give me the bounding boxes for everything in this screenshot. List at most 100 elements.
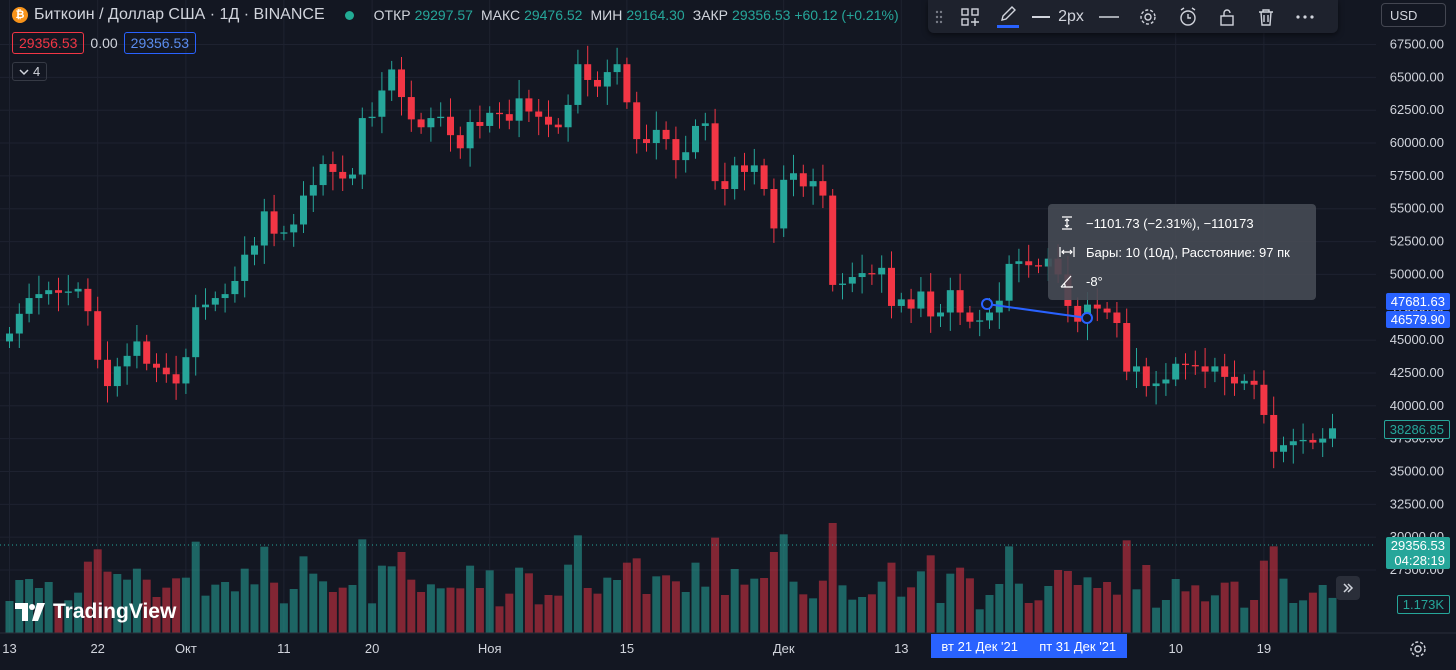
scroll-to-realtime-button[interactable] [1336, 576, 1360, 600]
candle-body [1015, 261, 1023, 264]
candle-body [407, 97, 415, 120]
volume-bar [1279, 578, 1288, 633]
line-width-button[interactable]: 2px [1026, 0, 1090, 33]
end-price-label: 46579.90 [1385, 311, 1450, 328]
trend-line-start-handle[interactable] [981, 298, 993, 310]
candle-body [123, 355, 131, 367]
candle-body [162, 367, 170, 375]
price-tick-label: 55000.00 [1390, 201, 1444, 216]
sell-price-box[interactable]: 29356.53 [12, 32, 85, 54]
price-tick-label: 35000.00 [1390, 463, 1444, 478]
add-alert-icon[interactable] [1168, 0, 1208, 33]
symbol-title[interactable]: Биткоин / Доллар США · 1Д · BINANCE [34, 6, 325, 23]
ohlc-values: ОТКР 29297.57 МАКС 29476.52 МИН 29164.30 ЗАКР 2… [374, 7, 903, 23]
pencil-icon [1001, 6, 1016, 21]
candle-body [1172, 363, 1180, 380]
candle-body [505, 114, 513, 121]
volume-bar [1201, 601, 1210, 633]
ohlc-key: ОТКР [373, 7, 411, 23]
indicators-collapse-button[interactable]: 4 [12, 62, 48, 81]
volume-bar [485, 570, 494, 633]
currency-select[interactable]: USD [1381, 3, 1446, 27]
candle-body [1329, 428, 1336, 439]
volume-bar [1005, 546, 1014, 633]
volume-bar [191, 541, 200, 633]
time-tick-label: 19 [1256, 641, 1272, 656]
volume-bar [642, 594, 651, 633]
candle-body [564, 104, 572, 128]
volume-bar [279, 603, 288, 633]
trend-line-end-handle[interactable] [1081, 312, 1093, 324]
volume-bar [387, 566, 396, 633]
candle-body [1211, 366, 1219, 372]
candle-body [94, 311, 102, 360]
buy-price-box[interactable]: 29356.53 [123, 32, 197, 54]
volume-bar [809, 598, 818, 633]
volume-bar [1093, 588, 1102, 633]
templates-icon[interactable] [950, 0, 990, 33]
lock-icon[interactable] [1208, 0, 1246, 33]
candle-body [172, 374, 180, 384]
volume-bar [397, 552, 406, 633]
volume-bar [309, 573, 318, 633]
volume-bar [466, 565, 475, 633]
drag-handle-icon[interactable] [928, 0, 950, 33]
volume-bar [358, 539, 367, 633]
time-tick-label: 10 [1168, 641, 1183, 656]
candle-body [182, 357, 190, 384]
price-tick-label: 45000.00 [1390, 332, 1444, 347]
candle-body [750, 165, 758, 172]
candle-body [74, 288, 82, 292]
chart-settings-icon[interactable] [1409, 640, 1427, 663]
volume-bar [691, 562, 700, 633]
time-tick-label: 13 [2, 641, 17, 656]
volume-bar [348, 585, 357, 633]
ohlc-key: ЗАКР [692, 7, 729, 23]
volume-bar [407, 579, 416, 633]
more-options-icon[interactable] [1286, 0, 1324, 33]
volume-bar [838, 585, 847, 633]
candle-body [1162, 379, 1170, 384]
volume-bar [5, 601, 14, 633]
candle-body [270, 211, 278, 234]
chart-grid [0, 0, 1376, 633]
chevron-down-icon [19, 64, 29, 79]
volume-bar [456, 588, 465, 633]
candle-body [701, 123, 709, 126]
volume-bar [1269, 546, 1278, 633]
volume-bar [907, 587, 916, 633]
candle-body [976, 320, 984, 322]
trash-icon[interactable] [1246, 0, 1286, 33]
volume-bar [897, 596, 906, 633]
candle-body [437, 116, 445, 119]
volume-bar [534, 604, 543, 633]
volume-bar [652, 576, 661, 633]
settings-icon[interactable] [1128, 0, 1168, 33]
price-tick-label: 65000.00 [1390, 69, 1444, 84]
volume-bar [750, 578, 759, 633]
market-status-icon [344, 10, 354, 20]
candle-body [15, 313, 23, 334]
candle-body [603, 72, 611, 87]
candle-body [525, 98, 533, 112]
volume-bar [25, 579, 34, 633]
volume-bar [377, 565, 386, 633]
candle-body [260, 211, 268, 246]
volume-bar [1220, 582, 1229, 633]
volume-bar [916, 571, 925, 633]
candle-body [319, 164, 327, 186]
volume-bar [113, 574, 122, 633]
volume-bar [1318, 585, 1327, 633]
volume-bar [671, 581, 680, 633]
volume-bar [181, 577, 190, 633]
line-style-icon[interactable] [1090, 0, 1128, 33]
candle-body [388, 69, 396, 91]
drawing-toolbar: 2px [928, 0, 1338, 33]
line-color-button[interactable] [990, 0, 1026, 33]
price-tick-label: 57500.00 [1390, 168, 1444, 183]
time-tick-label: 13 [894, 641, 909, 656]
volume-bar [858, 597, 867, 633]
volume-bar [446, 587, 455, 633]
candle-body [574, 64, 582, 105]
